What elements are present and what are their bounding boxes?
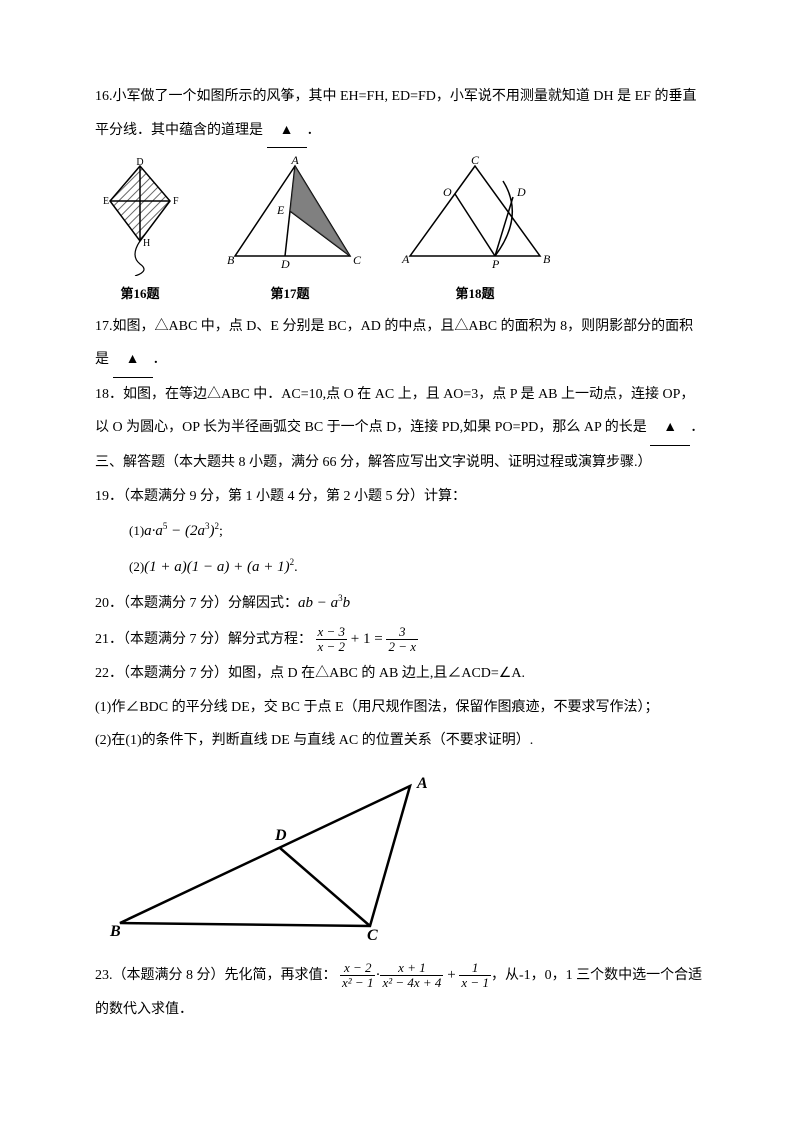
svg-text:A: A (290, 156, 299, 167)
svg-text:F: F (173, 196, 179, 207)
figure-16-label: 第16题 (95, 286, 185, 302)
q23-stem-prefix: 23.（本题满分 8 分）先化简，再求值： (95, 968, 337, 983)
q19-sub2-prefix: (2) (95, 551, 144, 582)
q16-text: 16.小军做了一个如图所示的风筝，其中 EH=FH, ED=FD，小军说不用测量… (95, 80, 705, 148)
period: ． (307, 123, 321, 138)
blank-16 (267, 114, 307, 149)
svg-text:P: P (491, 257, 500, 271)
svg-text:B: B (227, 253, 235, 267)
kite-icon: D E F H (95, 156, 185, 276)
svg-text:B: B (543, 252, 551, 266)
q23-frac2: x + 1x² − 4x + 4 (380, 961, 443, 991)
q21: 21．（本题满分 7 分）解分式方程： x − 3x − 2 + 1 = 32 … (95, 621, 705, 657)
blank-18 (650, 411, 690, 446)
triangle-18-icon: C A B O D P (395, 156, 555, 276)
triangle-22-icon: A B C D (105, 768, 445, 943)
svg-text:D: D (280, 257, 290, 271)
q21-stem: 21．（本题满分 7 分）解分式方程： (95, 632, 312, 647)
q19-stem: 19．（本题满分 9 分，第 1 小题 4 分，第 2 小题 5 分）计算： (95, 480, 705, 514)
q18-stem: 18．如图，在等边△ABC 中．AC=10,点 O 在 AC 上，且 AO=3，… (95, 387, 694, 436)
q17-text: 17.如图，△ABC 中，点 D、E 分别是 BC，AD 的中点，且△ABC 的… (95, 310, 705, 378)
q23-frac3: 1x − 1 (459, 961, 491, 991)
q19-sub2-formula: (1 + a)(1 − a) + (a + 1)2 (144, 559, 294, 575)
q17-stem: 17.如图，△ABC 中，点 D、E 分别是 BC，AD 的中点，且△ABC 的… (95, 319, 693, 368)
q23-frac1: x − 2x² − 1 (340, 961, 375, 991)
q20: 20．（本题满分 7 分）分解因式：ab − a3b (95, 585, 705, 621)
svg-text:B: B (109, 923, 121, 940)
svg-text:C: C (471, 156, 480, 167)
q20-formula: ab − a3b (298, 595, 350, 611)
figure-16: D E F H 第16题 (95, 156, 185, 301)
svg-text:A: A (416, 775, 428, 792)
svg-text:C: C (353, 253, 362, 267)
q22-sub2: (2)在(1)的条件下，判断直线 DE 与直线 AC 的位置关系（不要求证明）. (95, 724, 705, 758)
svg-text:H: H (143, 238, 150, 249)
figure-18: C A B O D P 第18题 (395, 156, 555, 301)
svg-text:E: E (103, 196, 109, 207)
q19-sub2: (2)(1 + a)(1 − a) + (a + 1)2. (95, 549, 705, 585)
figure-22: A B C D (105, 768, 705, 947)
svg-text:D: D (274, 827, 287, 844)
figures-row: D E F H 第16题 A B C D E 第17题 (95, 156, 705, 301)
q22-stem: 22．（本题满分 7 分）如图，点 D 在△ABC 的 AB 边上,且∠ACD=… (95, 657, 705, 691)
q21-frac-rhs: 32 − x (386, 625, 418, 655)
figure-18-label: 第18题 (395, 286, 555, 302)
q18-text: 18．如图，在等边△ABC 中．AC=10,点 O 在 AC 上，且 AO=3，… (95, 378, 705, 446)
svg-text:D: D (136, 157, 143, 168)
svg-text:O: O (443, 185, 452, 199)
q19-sub1-suffix: ; (219, 524, 223, 539)
triangle-17-icon: A B C D E (215, 156, 365, 276)
figure-17-label: 第17题 (215, 286, 365, 302)
q20-stem: 20．（本题满分 7 分）分解因式： (95, 596, 298, 611)
q19-sub1-formula: a·a5 − (2a3)2 (144, 523, 219, 539)
q19-sub1: (1)a·a5 − (2a3)2; (95, 513, 705, 549)
q19-sub1-prefix: (1) (95, 515, 144, 546)
figure-17: A B C D E 第17题 (215, 156, 365, 301)
q21-frac-lhs: x − 3x − 2 (316, 625, 348, 655)
svg-text:C: C (367, 927, 378, 943)
section-3-heading: 三、解答题（本大题共 8 小题，满分 66 分，解答应写出文字说明、证明过程或演… (95, 446, 705, 480)
period: ． (153, 352, 167, 367)
period: ． (690, 420, 704, 435)
svg-text:A: A (401, 252, 410, 266)
q21-mid: + 1 = (347, 631, 386, 647)
q22-sub1: (1)作∠BDC 的平分线 DE，交 BC 于点 E（用尺规作图法，保留作图痕迹… (95, 691, 705, 725)
q19-sub2-suffix: . (294, 560, 298, 575)
q23-plus: + (443, 967, 459, 983)
q23: 23.（本题满分 8 分）先化简，再求值： x − 2x² − 1·x + 1x… (95, 957, 705, 1027)
blank-17 (113, 343, 153, 378)
svg-text:D: D (516, 185, 526, 199)
q16-stem: 16.小军做了一个如图所示的风筝，其中 EH=FH, ED=FD，小军说不用测量… (95, 89, 696, 138)
svg-text:E: E (276, 203, 285, 217)
